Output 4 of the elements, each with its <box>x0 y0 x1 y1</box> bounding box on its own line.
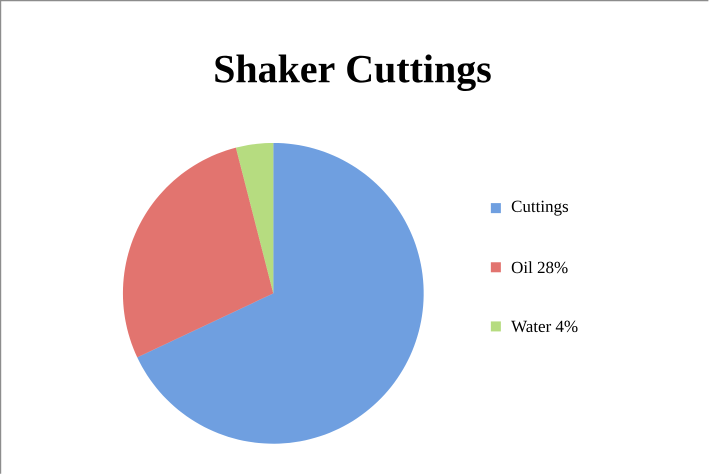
legend-label: Oil 28% <box>512 261 568 274</box>
legend-label: Cuttings <box>512 200 568 216</box>
legend-label: Water 4% <box>511 320 578 332</box>
chart-title: Shaker Cuttings <box>215 54 491 91</box>
